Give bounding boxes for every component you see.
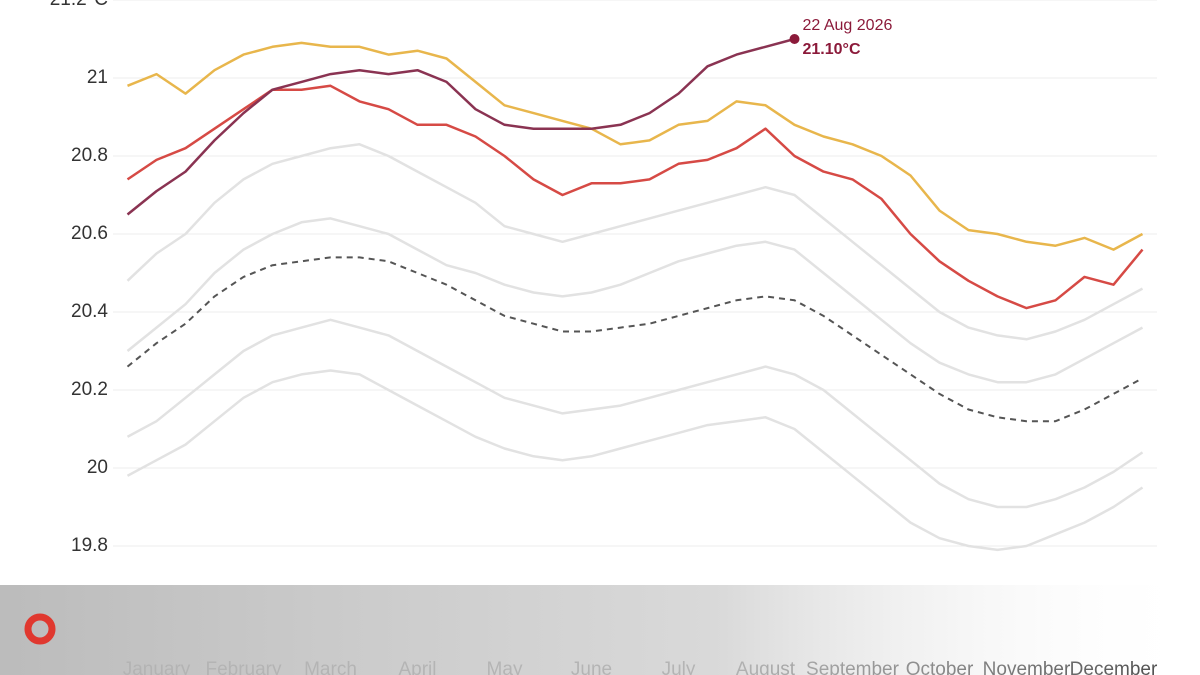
- series-line: [126, 37, 795, 216]
- series-line: [126, 143, 1144, 341]
- series-line: [126, 84, 1144, 310]
- series-line: [127, 41, 1144, 251]
- y-tick-label: 20: [87, 457, 108, 478]
- y-tick-label: 21: [87, 67, 108, 88]
- end-point: [789, 34, 800, 44]
- annotation: 22 Aug 2026: [803, 17, 893, 34]
- y-tick-label: 20.2: [71, 379, 108, 400]
- watermark-band: [0, 585, 1200, 675]
- mean-line: [126, 256, 1143, 423]
- y-tick-label: 21.2°C: [50, 0, 108, 10]
- value-label: 21.10°C: [803, 41, 861, 58]
- logo-icon: [24, 613, 56, 645]
- series-line: [126, 369, 1144, 552]
- series-line: [126, 217, 1144, 384]
- y-tick-label: 20.6: [71, 223, 108, 244]
- y-tick-label: 20.4: [71, 301, 108, 322]
- series-line: [126, 318, 1144, 509]
- y-tick-label: 20.8: [71, 145, 108, 166]
- y-tick-label: 19.8: [71, 535, 108, 556]
